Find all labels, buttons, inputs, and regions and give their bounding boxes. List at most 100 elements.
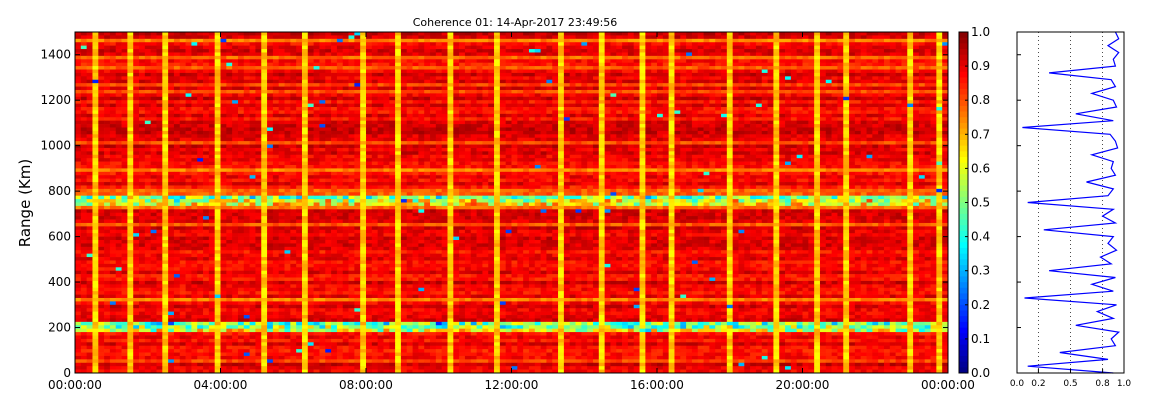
heatmap-cell bbox=[849, 45, 856, 50]
heatmap-cell bbox=[418, 86, 425, 91]
heatmap-cell bbox=[802, 38, 809, 43]
heatmap-cell bbox=[98, 32, 105, 36]
heatmap-cell bbox=[237, 137, 245, 142]
heatmap-cell bbox=[849, 103, 856, 108]
heatmap-cell bbox=[598, 107, 605, 111]
heatmap-cell bbox=[616, 134, 623, 139]
heatmap-cell bbox=[750, 49, 757, 53]
heatmap-cell bbox=[883, 130, 891, 135]
heatmap-cell bbox=[604, 62, 611, 67]
heatmap-cell bbox=[942, 69, 949, 74]
heatmap-cell bbox=[627, 127, 635, 132]
heatmap-cell bbox=[342, 79, 349, 84]
heatmap-cell bbox=[744, 45, 751, 50]
heatmap-cell bbox=[371, 93, 378, 98]
heatmap-cell bbox=[878, 45, 885, 50]
heatmap-cell bbox=[587, 69, 594, 74]
heatmap-cell bbox=[168, 117, 175, 122]
heatmap-cell bbox=[913, 134, 920, 139]
heatmap-cell bbox=[86, 62, 93, 67]
heatmap-cell bbox=[639, 45, 646, 50]
heatmap-cell bbox=[767, 134, 774, 139]
heatmap-cell bbox=[80, 141, 87, 145]
heatmap-cell bbox=[435, 117, 443, 122]
heatmap-cell bbox=[715, 83, 722, 87]
heatmap-cell bbox=[296, 62, 303, 67]
heatmap-cell bbox=[220, 72, 227, 77]
heatmap-cell bbox=[581, 72, 588, 77]
heatmap-cell bbox=[604, 66, 611, 70]
heatmap-cell bbox=[150, 38, 157, 43]
heatmap-cell bbox=[796, 59, 803, 64]
heatmap-cell bbox=[633, 110, 640, 115]
heatmap-cell bbox=[92, 96, 99, 101]
heatmap-cell bbox=[546, 141, 553, 145]
heatmap-cell bbox=[913, 66, 920, 70]
heatmap-cell bbox=[540, 107, 547, 111]
heatmap-cell bbox=[435, 66, 443, 70]
heatmap-cell bbox=[150, 79, 157, 84]
heatmap-cell bbox=[144, 89, 152, 94]
heatmap-cell bbox=[686, 89, 693, 94]
heatmap-cell bbox=[331, 72, 338, 77]
heatmap-cell bbox=[435, 49, 443, 53]
heatmap-cell bbox=[907, 32, 914, 36]
heatmap-cell bbox=[534, 59, 541, 64]
heatmap-cell bbox=[255, 134, 262, 139]
heatmap-cell bbox=[197, 113, 204, 118]
heatmap-cell bbox=[528, 103, 536, 108]
heatmap-cell bbox=[144, 79, 152, 84]
heatmap-cell bbox=[290, 69, 297, 74]
heatmap-cell bbox=[156, 144, 163, 149]
heatmap-cell bbox=[930, 117, 937, 122]
heatmap-cell bbox=[814, 96, 821, 101]
heatmap-cell bbox=[395, 93, 402, 98]
heatmap-cell bbox=[98, 62, 105, 67]
heatmap-cell bbox=[709, 32, 716, 36]
heatmap-cell bbox=[191, 130, 198, 135]
heatmap-cell bbox=[354, 69, 361, 74]
heatmap-cell bbox=[849, 89, 856, 94]
heatmap-cell bbox=[715, 42, 722, 46]
heatmap-cell bbox=[470, 89, 477, 94]
heatmap-cell bbox=[464, 141, 472, 145]
heatmap-cell bbox=[284, 62, 291, 67]
heatmap-cell bbox=[173, 62, 181, 67]
heatmap-cell bbox=[814, 69, 821, 74]
heatmap-cell bbox=[447, 120, 454, 125]
heatmap-cell bbox=[563, 134, 571, 139]
heatmap-cell bbox=[395, 103, 402, 108]
heatmap-cell bbox=[907, 130, 914, 135]
heatmap-cell bbox=[755, 124, 763, 128]
heatmap-cell bbox=[476, 100, 483, 104]
heatmap-cell bbox=[470, 45, 477, 50]
heatmap-cell bbox=[523, 49, 530, 53]
heatmap-cell bbox=[424, 103, 431, 108]
heatmap-cell bbox=[191, 96, 198, 101]
heatmap-cell bbox=[127, 107, 134, 111]
heatmap-cell bbox=[825, 93, 832, 98]
heatmap-cell bbox=[686, 120, 693, 125]
heatmap-cell bbox=[336, 93, 344, 98]
heatmap-cell bbox=[825, 117, 832, 122]
heatmap-cell bbox=[185, 45, 192, 50]
heatmap-cell bbox=[744, 110, 751, 115]
heatmap-cell bbox=[668, 120, 675, 125]
heatmap-cell bbox=[488, 137, 495, 142]
heatmap-cell bbox=[668, 69, 675, 74]
heatmap-cell bbox=[680, 120, 687, 125]
heatmap-cell bbox=[558, 130, 565, 135]
heatmap-cell bbox=[267, 79, 274, 84]
heatmap-cell bbox=[185, 96, 192, 101]
heatmap-cell bbox=[208, 103, 216, 108]
heatmap-cell bbox=[412, 120, 419, 125]
heatmap-cell bbox=[191, 79, 198, 84]
heatmap-cell bbox=[115, 137, 122, 142]
heatmap-cell bbox=[237, 45, 245, 50]
heatmap-cell bbox=[197, 38, 204, 43]
heatmap-cell bbox=[872, 110, 879, 115]
heatmap-cell bbox=[726, 52, 734, 57]
heatmap-cell bbox=[179, 137, 186, 142]
heatmap-cell bbox=[453, 130, 460, 135]
heatmap-cell bbox=[75, 86, 82, 91]
